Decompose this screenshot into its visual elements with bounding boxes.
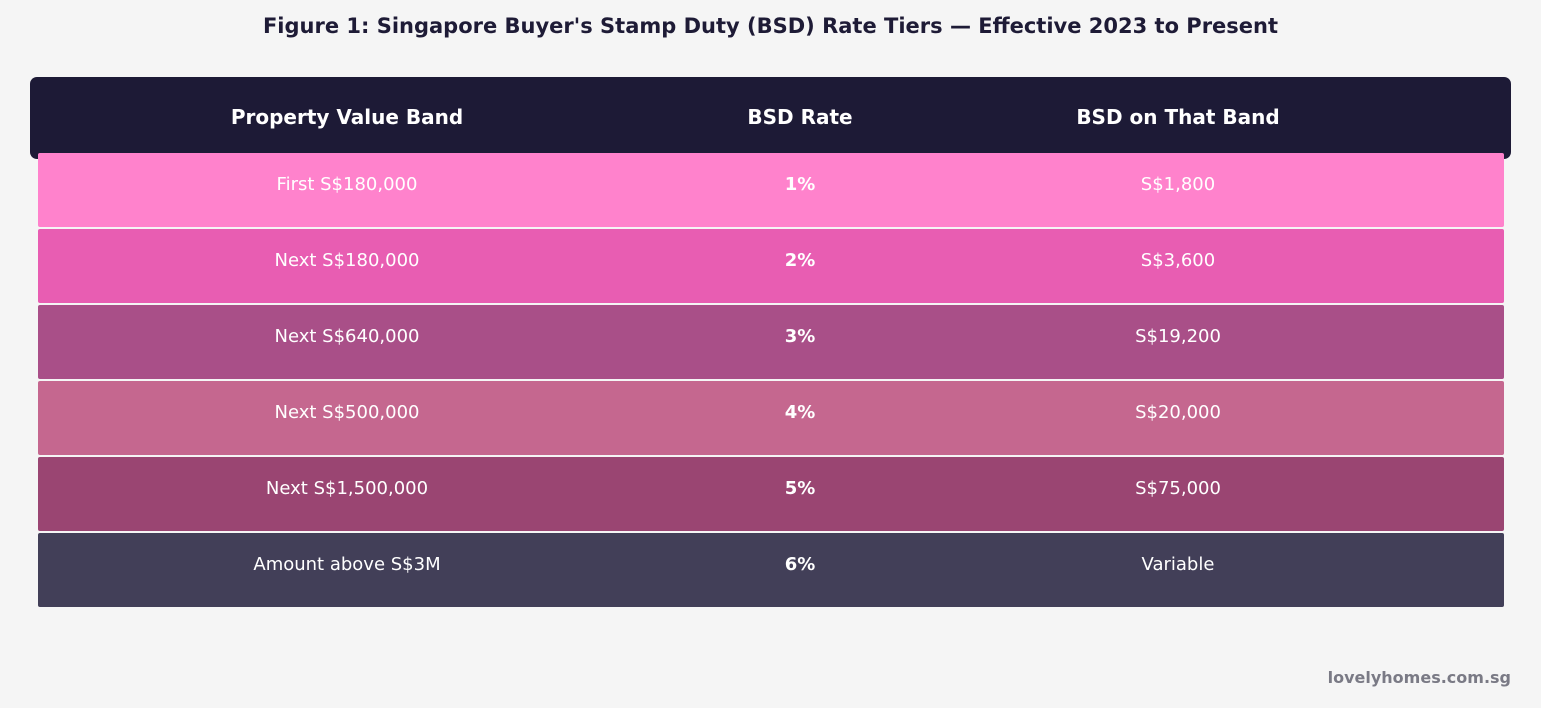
- rate-cell: 2%: [784, 250, 816, 271]
- column-header-property-value-band: Property Value Band: [230, 105, 464, 129]
- table-row: Next S$1,500,000 5% S$75,000: [38, 457, 1504, 531]
- table-row: Amount above S$3M 6% Variable: [38, 533, 1504, 607]
- band-cell: Next S$1,500,000: [265, 478, 429, 499]
- page-title: Figure 1: Singapore Buyer's Stamp Duty (…: [262, 14, 1279, 38]
- bsd-rate-table: Property Value Band BSD Rate BSD on That…: [30, 77, 1511, 607]
- duty-cell: S$20,000: [1135, 402, 1221, 423]
- duty-cell: S$3,600: [1140, 250, 1216, 271]
- band-cell: First S$180,000: [276, 174, 418, 195]
- source-watermark: lovelyhomes.com.sg: [1327, 668, 1511, 687]
- band-cell: Amount above S$3M: [253, 554, 441, 575]
- rate-cell: 4%: [784, 402, 816, 423]
- rate-cell: 3%: [784, 326, 816, 347]
- table-row: Next S$500,000 4% S$20,000: [38, 381, 1504, 455]
- band-cell: Next S$500,000: [274, 402, 420, 423]
- table-row: Next S$640,000 3% S$19,200: [38, 305, 1504, 379]
- rate-cell: 6%: [784, 554, 816, 575]
- column-header-bsd-on-band: BSD on That Band: [1076, 105, 1280, 129]
- duty-cell: S$75,000: [1135, 478, 1221, 499]
- rate-cell: 5%: [784, 478, 816, 499]
- column-header-bsd-rate: BSD Rate: [747, 105, 853, 129]
- duty-cell: S$19,200: [1135, 326, 1221, 347]
- duty-cell: S$1,800: [1140, 174, 1216, 195]
- band-cell: Next S$180,000: [274, 250, 420, 271]
- rate-cell: 1%: [784, 174, 816, 195]
- duty-cell: Variable: [1141, 554, 1215, 575]
- table-row: First S$180,000 1% S$1,800: [38, 153, 1504, 227]
- table-row: Next S$180,000 2% S$3,600: [38, 229, 1504, 303]
- band-cell: Next S$640,000: [274, 326, 420, 347]
- table-header-row: Property Value Band BSD Rate BSD on That…: [30, 77, 1511, 159]
- table-body: First S$180,000 1% S$1,800 Next S$180,00…: [38, 153, 1504, 609]
